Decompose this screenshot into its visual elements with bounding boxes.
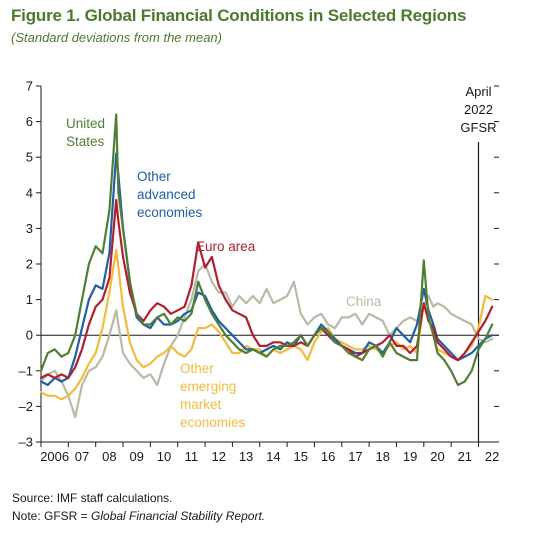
x-tick-label: 20 xyxy=(430,449,444,464)
x-tick-label: 11 xyxy=(185,449,199,464)
y-tick-label: 3 xyxy=(26,221,33,236)
series-label-other-advanced: Other xyxy=(137,169,171,184)
series-label-other-emerging: economies xyxy=(180,415,246,430)
y-tick-label: 6 xyxy=(26,114,33,129)
x-tick-label: 14 xyxy=(266,449,280,464)
y-tick-label: 0 xyxy=(26,328,33,343)
series-label-united-states: States xyxy=(66,134,105,149)
series-label-other-emerging: Other xyxy=(180,361,214,376)
y-tick-label: 1 xyxy=(26,292,33,307)
x-tick-label: 10 xyxy=(157,449,171,464)
series-label-other-emerging: emerging xyxy=(180,379,236,394)
chart-series-labels: April 2022 GFSR United States Other advanced ec… xyxy=(66,84,497,430)
gfsr-label: GFSR xyxy=(460,120,496,135)
y-tick-label: –2 xyxy=(19,399,33,414)
y-tick-label: –3 xyxy=(19,435,33,450)
gfsr-label: April xyxy=(465,84,491,99)
y-tick-label: 4 xyxy=(26,185,33,200)
series-label-china: China xyxy=(346,294,382,309)
y-tick-label: 7 xyxy=(26,79,33,94)
footnote-italic: Global Financial Stability Report. xyxy=(91,509,266,523)
x-tick-label: 09 xyxy=(129,449,143,464)
x-tick-label: 18 xyxy=(376,449,390,464)
series-label-other-advanced: advanced xyxy=(137,187,196,202)
x-tick-label: 13 xyxy=(239,449,253,464)
series-line-united-states xyxy=(39,113,494,387)
series-label-euro-area: Euro area xyxy=(196,239,256,254)
x-tick-label: 16 xyxy=(321,449,335,464)
x-tick-label: 19 xyxy=(403,449,417,464)
series-line-china xyxy=(39,262,494,419)
series-label-other-emerging: market xyxy=(180,397,222,412)
series-label-united-states: United xyxy=(66,116,105,131)
x-tick-label: 2006 xyxy=(40,449,69,464)
x-tick-label: 12 xyxy=(211,449,225,464)
gfsr-label: 2022 xyxy=(464,102,493,117)
chart-title: Figure 1. Global Financial Conditions in… xyxy=(11,6,467,25)
y-tick-label: 2 xyxy=(26,257,33,272)
y-tick-label: 5 xyxy=(26,150,33,165)
footnote-prefix: Note: GFSR = xyxy=(12,509,92,523)
x-tick-label: 17 xyxy=(348,449,362,464)
source-note: Source: IMF staff calculations. xyxy=(12,491,173,505)
series-line-euro-area xyxy=(39,198,494,379)
y-tick-label: –1 xyxy=(19,363,33,378)
x-tick-label: 21 xyxy=(458,449,472,464)
chart-subtitle: (Standard deviations from the mean) xyxy=(11,30,222,45)
footnote: Note: GFSR = Global Financial Stability … xyxy=(12,509,265,523)
x-tick-label: 07 xyxy=(75,449,89,464)
x-tick-label: 08 xyxy=(102,449,116,464)
series-label-other-advanced: economies xyxy=(137,205,203,220)
x-tick-label: 22 xyxy=(485,449,499,464)
chart-series xyxy=(39,113,494,419)
x-tick-label: 15 xyxy=(294,449,308,464)
